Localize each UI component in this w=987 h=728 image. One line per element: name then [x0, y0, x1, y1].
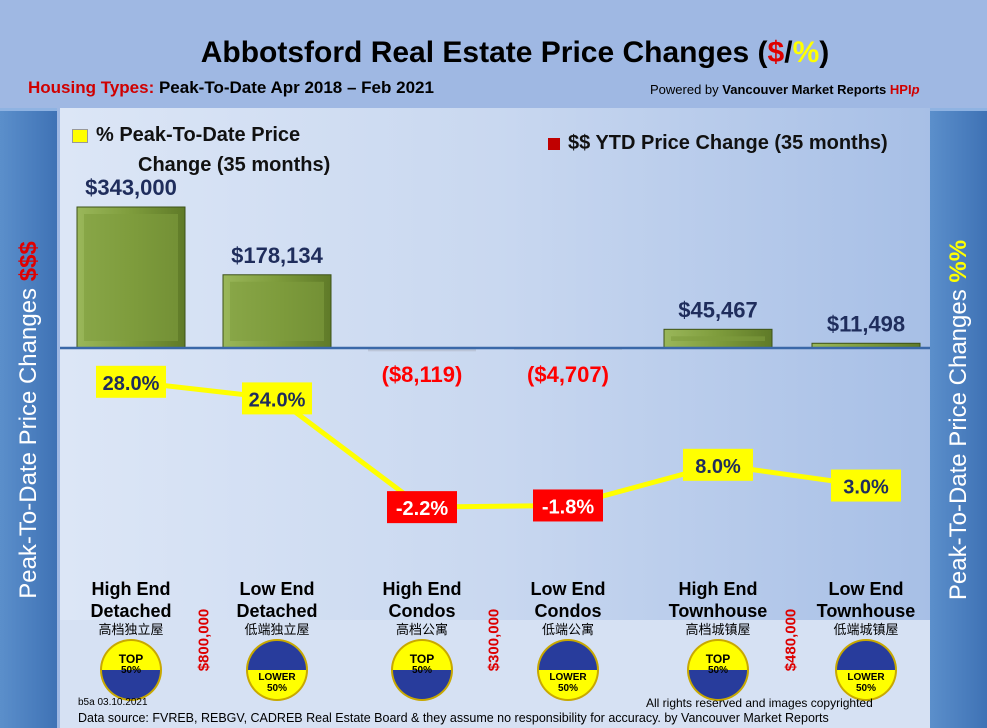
- badge-lower-label: LOWER: [549, 672, 587, 683]
- percent-label: 8.0%: [695, 456, 741, 478]
- category-panel: [60, 620, 930, 728]
- percent-label: -1.8%: [542, 496, 594, 518]
- category-label: Low End Condos 低端公寓: [498, 578, 638, 638]
- category-label-cn: 高档公寓: [395, 622, 448, 637]
- chart-subtitle: Housing Types: Peak-To-Date Apr 2018 – F…: [28, 78, 434, 97]
- category-label: High End Townhouse 高档城镇屋: [648, 578, 788, 638]
- category-label: High End Condos 高档公寓: [352, 578, 492, 638]
- badge-top-label: TOP: [706, 652, 730, 666]
- bar-value-label: $343,000: [85, 175, 177, 200]
- badge-percent-label: 50%: [708, 665, 728, 676]
- powered-by: Powered by Vancouver Market Reports HPIp: [650, 82, 920, 97]
- badge-bottom-half: [689, 670, 747, 699]
- bar-value-label: $178,134: [231, 243, 324, 268]
- price-threshold-label: $800,000: [195, 608, 213, 672]
- bar-value-label: $11,498: [827, 311, 905, 336]
- legend-line: % Peak-To-Date Price Change (35 months): [72, 120, 330, 180]
- bar-value-label: ($8,119): [382, 362, 463, 387]
- legend-bar: $$ YTD Price Change (35 months): [548, 132, 888, 155]
- category-label-cn: 低端公寓: [541, 622, 594, 637]
- percent-label-box: [96, 365, 166, 398]
- category-label-cn: 高档独立屋: [98, 622, 164, 637]
- percent-label-box: [831, 469, 901, 502]
- badge-bottom-half: [393, 670, 451, 699]
- badge-top-half: [837, 641, 895, 670]
- percent-line: [130, 379, 867, 510]
- badge-top-half: [248, 641, 306, 670]
- right-side-label: Peak-To-Date Price Changes %%: [930, 108, 987, 728]
- badge-percent-label: 50%: [267, 683, 287, 694]
- legend-swatch-yellow: [72, 128, 88, 143]
- left-side-label: Peak-To-Date Price Changes $$$: [0, 108, 57, 728]
- percent-label-box: [533, 489, 603, 522]
- legend-swatch-red: [548, 137, 560, 150]
- percent-label-box: [683, 448, 753, 481]
- percent-label-box: [387, 491, 457, 524]
- rights-label: All rights reserved and images copyright…: [646, 696, 873, 710]
- percent-label: 24.0%: [249, 389, 306, 411]
- category-label-cn: 高档城镇屋: [685, 622, 751, 637]
- percent-label: 3.0%: [843, 477, 889, 499]
- category-label: Low End Townhouse 低端城镇屋: [796, 578, 936, 638]
- price-threshold-label: $300,000: [485, 608, 503, 672]
- category-label: High End Detached 高档独立屋: [61, 578, 201, 638]
- badge-percent-label: 50%: [558, 683, 578, 694]
- badge-bottom-half: [837, 670, 895, 699]
- badge-top-half: [539, 641, 597, 670]
- badge-percent-label: 50%: [856, 683, 876, 694]
- category-label-cn: 低端城镇屋: [833, 622, 899, 637]
- badge-top-half: [689, 641, 747, 670]
- badge-lower-label: LOWER: [258, 672, 296, 683]
- badge-percent-label: 50%: [121, 665, 141, 676]
- badge-top-label: TOP: [410, 652, 434, 666]
- chart-title: Abbotsford Real Estate Price Changes ($/…: [200, 36, 830, 69]
- badge-top-label: TOP: [119, 652, 143, 666]
- percent-label-box: [242, 382, 312, 415]
- badge-bottom-half: [248, 670, 306, 699]
- bar-bevel: [671, 336, 765, 341]
- data-source: Data source: FVREB, REBGV, CADREB Real E…: [78, 711, 829, 725]
- badge-percent-label: 50%: [412, 665, 432, 676]
- category-label-cn: 低端独立屋: [244, 622, 310, 637]
- percent-label: 28.0%: [103, 373, 160, 395]
- badge-bottom-half: [539, 670, 597, 699]
- version-label: b5a 03.10.2021: [78, 697, 148, 708]
- badge-top-half: [102, 641, 160, 670]
- badge-bottom-half: [102, 670, 160, 699]
- bar-bevel: [230, 281, 324, 341]
- badge-top-half: [393, 641, 451, 670]
- bar-bevel: [84, 214, 178, 341]
- price-threshold-label: $480,000: [782, 608, 800, 672]
- bar-value-label: $45,467: [678, 297, 758, 322]
- percent-label: -2.2%: [396, 498, 448, 520]
- bar: [368, 348, 476, 352]
- bar-value-label: ($4,707): [527, 362, 609, 387]
- badge-lower-label: LOWER: [847, 672, 885, 683]
- category-label: Low End Detached 低端独立屋: [207, 578, 347, 638]
